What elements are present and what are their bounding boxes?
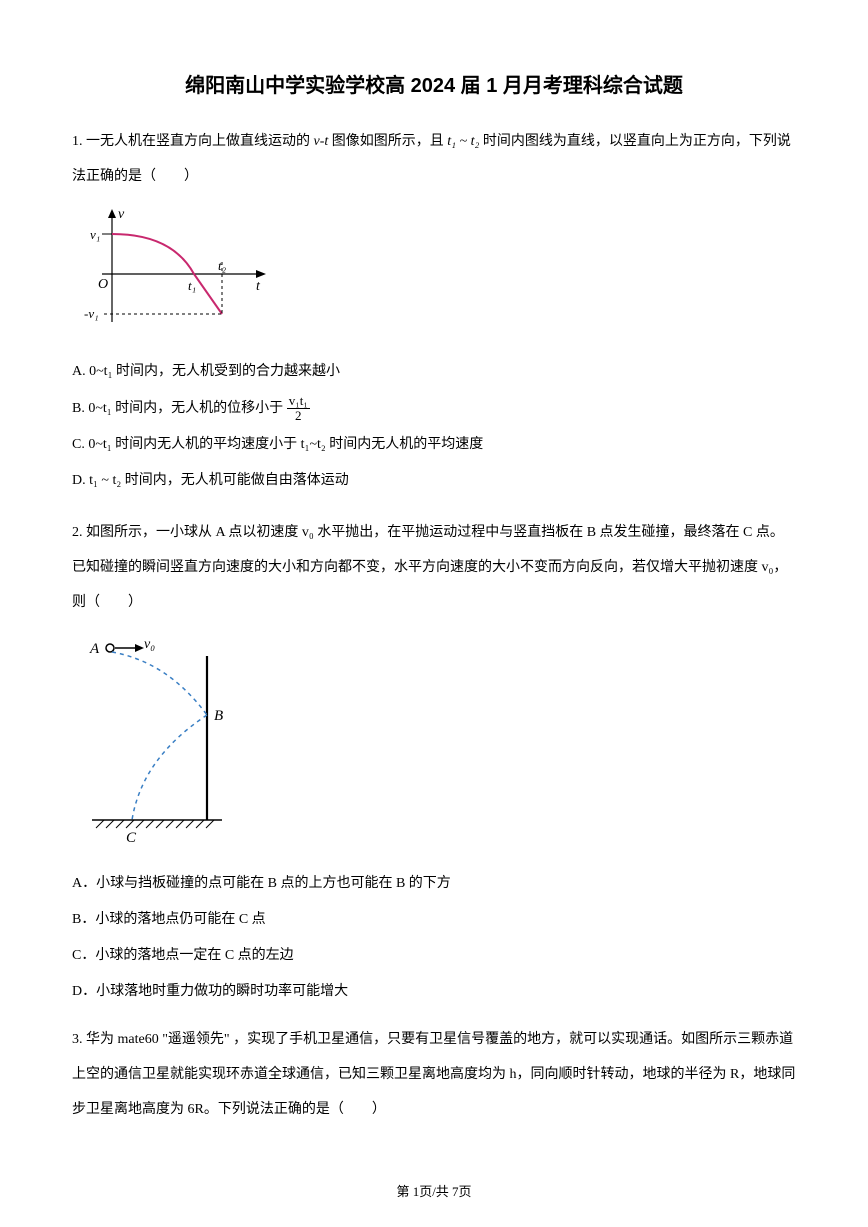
q2-num: 2.: [72, 525, 83, 540]
A-label: A: [89, 641, 100, 657]
B-label: B: [214, 708, 223, 724]
q1-optb-num: v₁t₁: [287, 394, 310, 409]
q2-option-c: C．小球的落地点一定在 C 点的左边: [72, 940, 796, 972]
q2-figure: A v₀ B C: [82, 630, 796, 853]
question-1: 1. 一无人机在竖直方向上做直线运动的 v-t 图像如图所示，且 t₁ ~ t₂…: [72, 124, 796, 194]
page-title: 绵阳南山中学实验学校高 2024 届 1 月月考理科综合试题: [72, 70, 796, 102]
q3-num: 3.: [72, 1032, 83, 1047]
v-axis-label: v: [118, 207, 125, 222]
q1-optb-pre: B. 0~t₁ 时间内，无人机的位移小于: [72, 401, 287, 416]
q1-vt: v-t: [314, 134, 329, 149]
page-footer: 第 1页/共 7页: [0, 1182, 868, 1203]
q1-option-b: B. 0~t₁ 时间内，无人机的位移小于 v₁t₁ 2: [72, 393, 796, 425]
q1-option-d: D. t₁ ~ t₂ 时间内，无人机可能做自由落体运动: [72, 465, 796, 497]
q1-option-a: A. 0~t₁ 时间内，无人机受到的合力越来越小: [72, 356, 796, 388]
v0-label: v₀: [144, 637, 155, 652]
C-label: C: [126, 830, 137, 845]
q2-text: 2. 如图所示，一小球从 A 点以初速度 v₀ 水平抛出，在平抛运动过程中与竖直…: [72, 525, 787, 610]
v1-label: v₁: [90, 227, 100, 242]
q1-num: 1.: [72, 134, 83, 149]
origin-label: O: [98, 277, 108, 292]
q2-body: 如图所示，一小球从 A 点以初速度 v₀ 水平抛出，在平抛运动过程中与竖直挡板在…: [72, 525, 787, 610]
q1-optb-frac: v₁t₁ 2: [287, 394, 310, 424]
q2-option-d: D．小球落地时重力做功的瞬时功率可能增大: [72, 976, 796, 1008]
q2-option-b: B．小球的落地点仍可能在 C 点: [72, 904, 796, 936]
t-axis-label: t: [256, 279, 261, 294]
q1-optb-den: 2: [287, 409, 310, 423]
question-2: 2. 如图所示，一小球从 A 点以初速度 v₀ 水平抛出，在平抛运动过程中与竖直…: [72, 515, 796, 620]
q1-part1: 一无人机在竖直方向上做直线运动的: [83, 134, 314, 149]
neg-v1-label: -v₁: [84, 306, 99, 321]
t2-label: t₂: [218, 258, 227, 273]
q2-option-a: A．小球与挡板碰撞的点可能在 B 点的上方也可能在 B 的下方: [72, 868, 796, 900]
question-3: 3. 华为 mate60 "遥遥领先" ，实现了手机卫星通信，只要有卫星信号覆盖…: [72, 1022, 796, 1127]
q1-text: 1. 一无人机在竖直方向上做直线运动的 v-t 图像如图所示，且 t₁ ~ t₂…: [72, 134, 791, 184]
q1-part2: 图像如图所示，且: [328, 134, 447, 149]
q3-body: 华为 mate60 "遥遥领先" ，实现了手机卫星通信，只要有卫星信号覆盖的地方…: [72, 1032, 795, 1117]
t1-label: t₁: [188, 278, 196, 293]
q1-option-c: C. 0~t₁ 时间内无人机的平均速度小于 t₁~t₂ 时间内无人机的平均速度: [72, 429, 796, 461]
q3-text: 3. 华为 mate60 "遥遥领先" ，实现了手机卫星通信，只要有卫星信号覆盖…: [72, 1032, 795, 1117]
q1-t1t2: t₁ ~ t₂: [447, 134, 479, 149]
q1-figure: v v₁ -v₁ O t t₁ t₂: [82, 204, 796, 342]
